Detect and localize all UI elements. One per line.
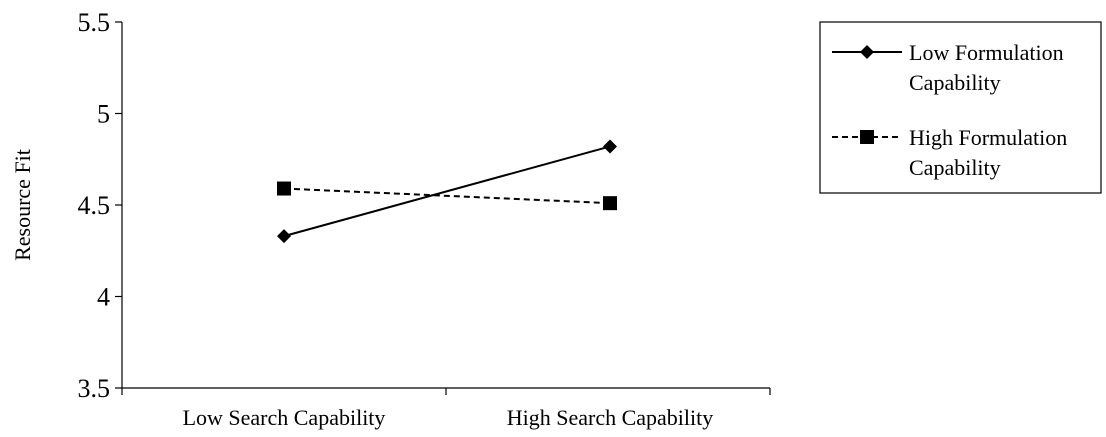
diamond-marker xyxy=(860,45,874,59)
y-tick-label: 4 xyxy=(97,283,110,312)
y-ticks: 3.5 4 4.5 5 5.5 xyxy=(78,8,122,403)
plot-area: 3.5 4 4.5 5 5.5 Low Search Capability High Se… xyxy=(78,8,771,430)
y-axis-title: Resource Fit xyxy=(10,149,35,261)
series-1 xyxy=(277,139,617,244)
y-tick-label: 5 xyxy=(97,100,110,129)
square-marker xyxy=(860,130,874,144)
legend-label: Capability xyxy=(909,70,1001,95)
legend-item-2: High Formulation Capability xyxy=(832,125,1067,180)
y-tick-label: 5.5 xyxy=(78,8,111,37)
series-layer xyxy=(277,139,617,244)
legend-item-1: Low Formulation Capability xyxy=(832,40,1064,95)
series-2 xyxy=(277,181,617,211)
y-tick-label: 3.5 xyxy=(78,374,111,403)
square-marker xyxy=(277,181,291,196)
diamond-marker xyxy=(603,139,617,154)
series-line xyxy=(283,187,611,205)
diamond-marker xyxy=(277,229,291,244)
legend-label: Low Formulation xyxy=(909,40,1064,65)
series-line xyxy=(283,145,611,238)
legend-label: High Formulation xyxy=(909,125,1067,150)
y-tick-label: 4.5 xyxy=(78,191,111,220)
legend-label: Capability xyxy=(909,155,1001,180)
x-ticks: Low Search Capability High Search Capabil… xyxy=(121,388,771,430)
x-category-label: High Search Capability xyxy=(507,405,714,430)
square-marker xyxy=(603,196,617,211)
x-category-label: Low Search Capability xyxy=(183,405,386,430)
